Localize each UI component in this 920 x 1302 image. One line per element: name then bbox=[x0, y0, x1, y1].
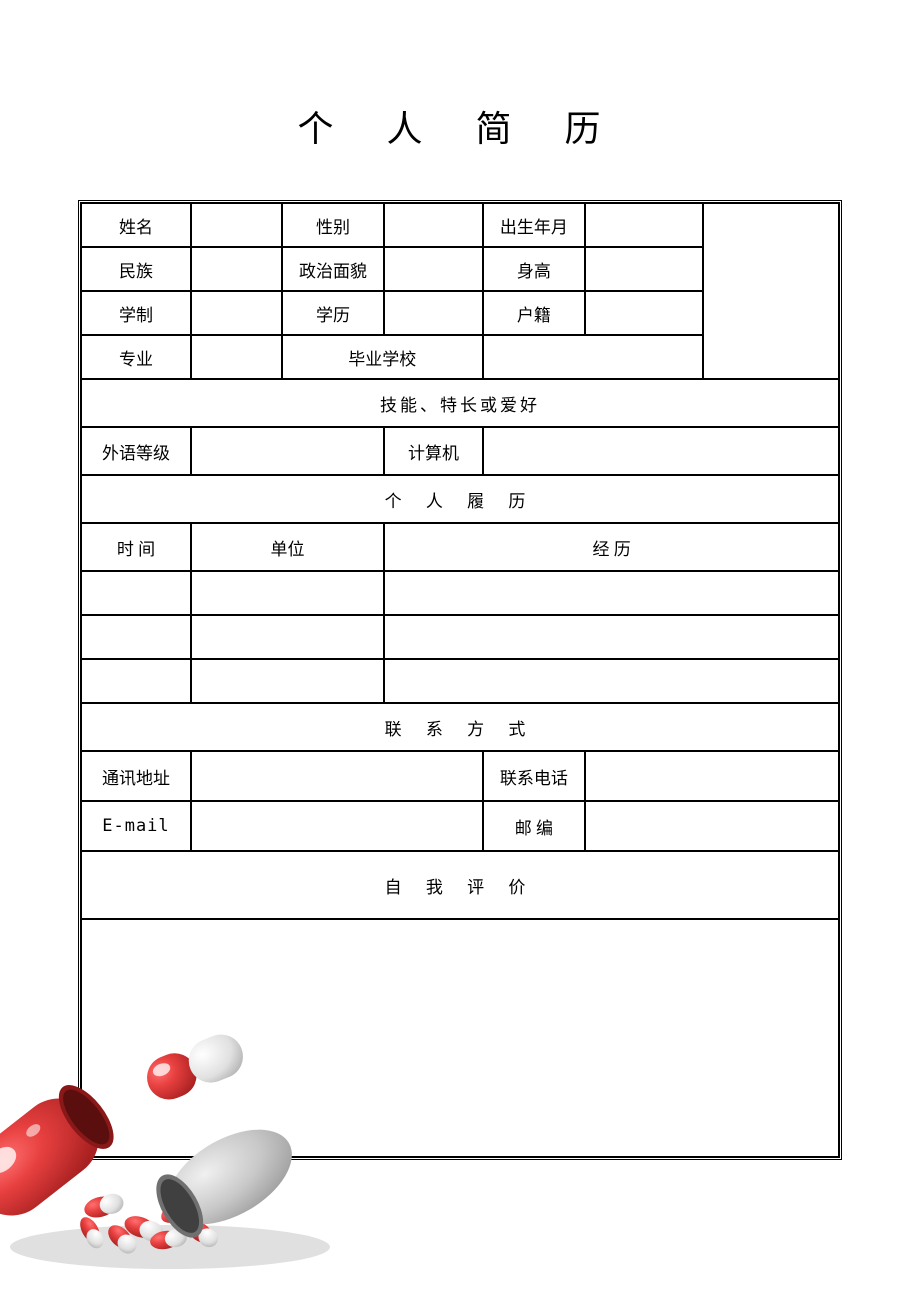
value-schooling bbox=[191, 291, 282, 335]
label-schooling: 学制 bbox=[81, 291, 191, 335]
resume-table: 姓名 性别 出生年月 民族 政治面貌 身高 学制 学历 户籍 bbox=[78, 200, 842, 1160]
label-hukou: 户籍 bbox=[483, 291, 585, 335]
value-ethnicity bbox=[191, 247, 282, 291]
value-postcode bbox=[585, 801, 839, 851]
label-experience: 经 历 bbox=[384, 523, 839, 571]
label-address: 通讯地址 bbox=[81, 751, 191, 801]
label-major: 专业 bbox=[81, 335, 191, 379]
label-school: 毕业学校 bbox=[282, 335, 483, 379]
history-exp-0 bbox=[384, 571, 839, 615]
value-foreign-lang bbox=[191, 427, 384, 475]
history-time-1 bbox=[81, 615, 191, 659]
history-exp-1 bbox=[384, 615, 839, 659]
history-exp-2 bbox=[384, 659, 839, 703]
value-political bbox=[384, 247, 483, 291]
value-major bbox=[191, 335, 282, 379]
label-name: 姓名 bbox=[81, 203, 191, 247]
value-school bbox=[483, 335, 703, 379]
label-postcode: 邮 编 bbox=[483, 801, 585, 851]
label-foreign-lang: 外语等级 bbox=[81, 427, 191, 475]
label-height: 身高 bbox=[483, 247, 585, 291]
history-time-0 bbox=[81, 571, 191, 615]
value-birthdate bbox=[585, 203, 702, 247]
history-header: 个 人 履 历 bbox=[81, 475, 839, 523]
label-gender: 性别 bbox=[282, 203, 384, 247]
label-political: 政治面貌 bbox=[282, 247, 384, 291]
value-phone bbox=[585, 751, 839, 801]
value-name bbox=[191, 203, 282, 247]
value-address bbox=[191, 751, 483, 801]
value-computer bbox=[483, 427, 839, 475]
label-time: 时 间 bbox=[81, 523, 191, 571]
value-education bbox=[384, 291, 483, 335]
label-unit: 单位 bbox=[191, 523, 384, 571]
value-gender bbox=[384, 203, 483, 247]
self-eval-header: 自 我 评 价 bbox=[81, 851, 839, 919]
value-email bbox=[191, 801, 483, 851]
page-title: 个 人 简 历 bbox=[78, 100, 842, 152]
history-time-2 bbox=[81, 659, 191, 703]
history-unit-0 bbox=[191, 571, 384, 615]
history-unit-1 bbox=[191, 615, 384, 659]
photo-cell bbox=[703, 203, 839, 379]
value-hukou bbox=[585, 291, 702, 335]
skills-header: 技能、特长或爱好 bbox=[81, 379, 839, 427]
contact-header: 联 系 方 式 bbox=[81, 703, 839, 751]
label-ethnicity: 民族 bbox=[81, 247, 191, 291]
value-height bbox=[585, 247, 702, 291]
label-birthdate: 出生年月 bbox=[483, 203, 585, 247]
self-eval-body bbox=[81, 919, 839, 1157]
label-email: E-mail bbox=[81, 801, 191, 851]
history-unit-2 bbox=[191, 659, 384, 703]
label-education: 学历 bbox=[282, 291, 384, 335]
label-phone: 联系电话 bbox=[483, 751, 585, 801]
label-computer: 计算机 bbox=[384, 427, 483, 475]
